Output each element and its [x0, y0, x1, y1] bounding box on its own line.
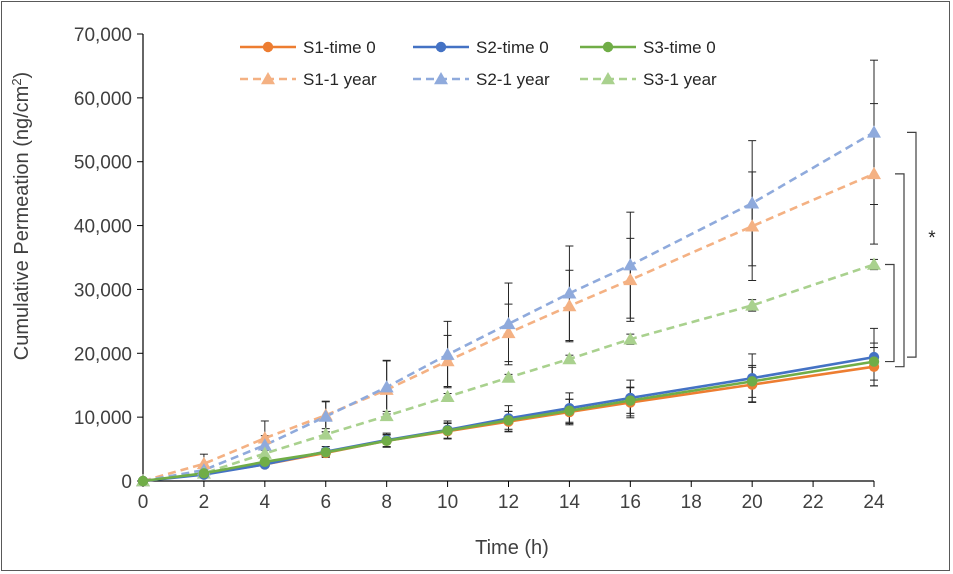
data-point-s1-1-year [623, 272, 638, 286]
legend-label: S3-time 0 [643, 38, 716, 57]
axes-layer: 0 2 4 6 8 10 12 14 16 18 20 22 24010,00020,00030,000… [74, 25, 885, 513]
y-axis-title: Cumulative Permeation (ng/cm2) [9, 72, 34, 360]
data-point-s3-time-0 [198, 468, 210, 479]
legend-entry-s3-time-0: S3-time 0 [580, 38, 716, 57]
x-tick-label: 6 [320, 492, 331, 513]
legend-label: S3-1 year [643, 70, 717, 89]
data-point-s3-1-year [501, 370, 516, 383]
legend-swatch-marker [435, 41, 447, 53]
x-tick-label: 8 [381, 492, 392, 513]
significance-brackets: * [885, 131, 936, 368]
data-point-s3-time-0 [503, 415, 514, 426]
y-tick-label: 0 [121, 472, 132, 493]
y-tick-label: 60,000 [74, 89, 132, 110]
x-tick-label: 2 [199, 492, 210, 513]
data-point-s3-time-0 [564, 405, 575, 416]
markers-layer [136, 125, 881, 487]
legend-swatch-marker [601, 72, 615, 85]
data-point-s1-1-year [745, 219, 760, 232]
data-point-s2-1-year [501, 316, 516, 330]
legend-label: S1-1 year [303, 70, 377, 89]
legend-swatch-marker [602, 41, 614, 53]
data-point-s3-1-year [745, 298, 760, 311]
legend-label: S1-time 0 [303, 38, 376, 57]
data-point-s2-1-year [440, 347, 455, 360]
data-point-s3-time-0 [868, 356, 880, 367]
y-tick-label: 30,000 [74, 280, 132, 301]
data-point-s3-time-0 [137, 475, 149, 487]
x-axis-title: Time (h) [475, 537, 549, 559]
data-point-s1-1-year [562, 299, 577, 312]
significance-asterisk: * [928, 228, 936, 249]
y-tick-label: 50,000 [74, 153, 132, 174]
y-axis-title-main: Cumulative Permeation (ng/cm [11, 86, 33, 361]
y-axis-title-end: ) [11, 72, 33, 79]
legend-label: S2-1 year [476, 70, 550, 89]
data-point-s1-1-year [196, 456, 211, 470]
y-tick-label: 70,000 [74, 25, 132, 46]
x-tick-label: 12 [498, 492, 519, 513]
data-point-s3-time-0 [259, 456, 271, 468]
x-tick-label: 4 [260, 492, 271, 513]
x-tick-label: 24 [863, 492, 885, 513]
legend-swatch-marker [262, 41, 274, 53]
data-point-s2-1-year [562, 286, 577, 299]
legend-swatch-marker [261, 72, 275, 85]
legend-label: S2-time 0 [476, 38, 549, 57]
data-point-s3-1-year [562, 352, 577, 365]
legend: S1-time 0 S2-time 0 S3-time 0 S1-1 year S2-1… [240, 38, 717, 89]
data-point-s2-1-year [257, 438, 272, 451]
y-tick-label: 20,000 [74, 344, 132, 365]
data-point-s2-1-year [623, 258, 638, 271]
data-point-s3-time-0 [320, 447, 331, 458]
data-point-s2-1-year [745, 196, 760, 209]
data-point-s1-1-year [440, 353, 455, 367]
data-point-s1-1-year [257, 431, 272, 444]
data-point-s3-time-0 [746, 376, 758, 387]
legend-entry-s2-1-year: S2-1 year [413, 70, 550, 89]
x-tick-label: 0 [138, 492, 149, 513]
significance-bracket-s2 [907, 131, 917, 358]
legend-entry-s1-1-year: S1-1 year [240, 70, 377, 89]
data-point-s3-1-year [623, 332, 638, 345]
legend-swatch-marker [434, 72, 448, 85]
x-tick-label: 18 [681, 492, 702, 513]
x-tick-label: 14 [559, 492, 581, 513]
x-tick-label: 10 [437, 492, 458, 513]
data-point-s3-1-year [379, 408, 394, 422]
x-tick-label: 20 [742, 492, 763, 513]
legend-entry-s1-time-0: S1-time 0 [240, 38, 376, 57]
data-point-s2-1-year [867, 125, 881, 138]
x-tick-label: 22 [803, 492, 824, 513]
legend-entry-s3-1-year: S3-1 year [580, 70, 717, 89]
data-point-s2-1-year [318, 409, 333, 422]
data-point-s3-1-year [440, 389, 455, 402]
legend-entry-s2-time-0: S2-time 0 [413, 38, 549, 57]
significance-bracket-s1 [895, 173, 905, 368]
data-point-s1-1-year [501, 325, 516, 339]
data-point-s3-1-year [867, 257, 881, 270]
x-tick-label: 16 [620, 492, 641, 513]
data-point-s3-time-0 [442, 425, 453, 436]
data-point-s1-1-year [867, 166, 881, 180]
y-tick-label: 40,000 [74, 217, 132, 238]
data-point-s2-1-year [379, 380, 394, 393]
significance-bracket-s3 [885, 263, 895, 363]
data-point-s3-time-0 [381, 435, 392, 446]
data-point-s3-1-year [318, 427, 333, 440]
y-axis-title-superscript: 2 [9, 78, 24, 85]
data-point-s3-time-0 [625, 395, 636, 406]
y-tick-label: 10,000 [74, 408, 132, 429]
data-point-s3-1-year [257, 446, 272, 459]
